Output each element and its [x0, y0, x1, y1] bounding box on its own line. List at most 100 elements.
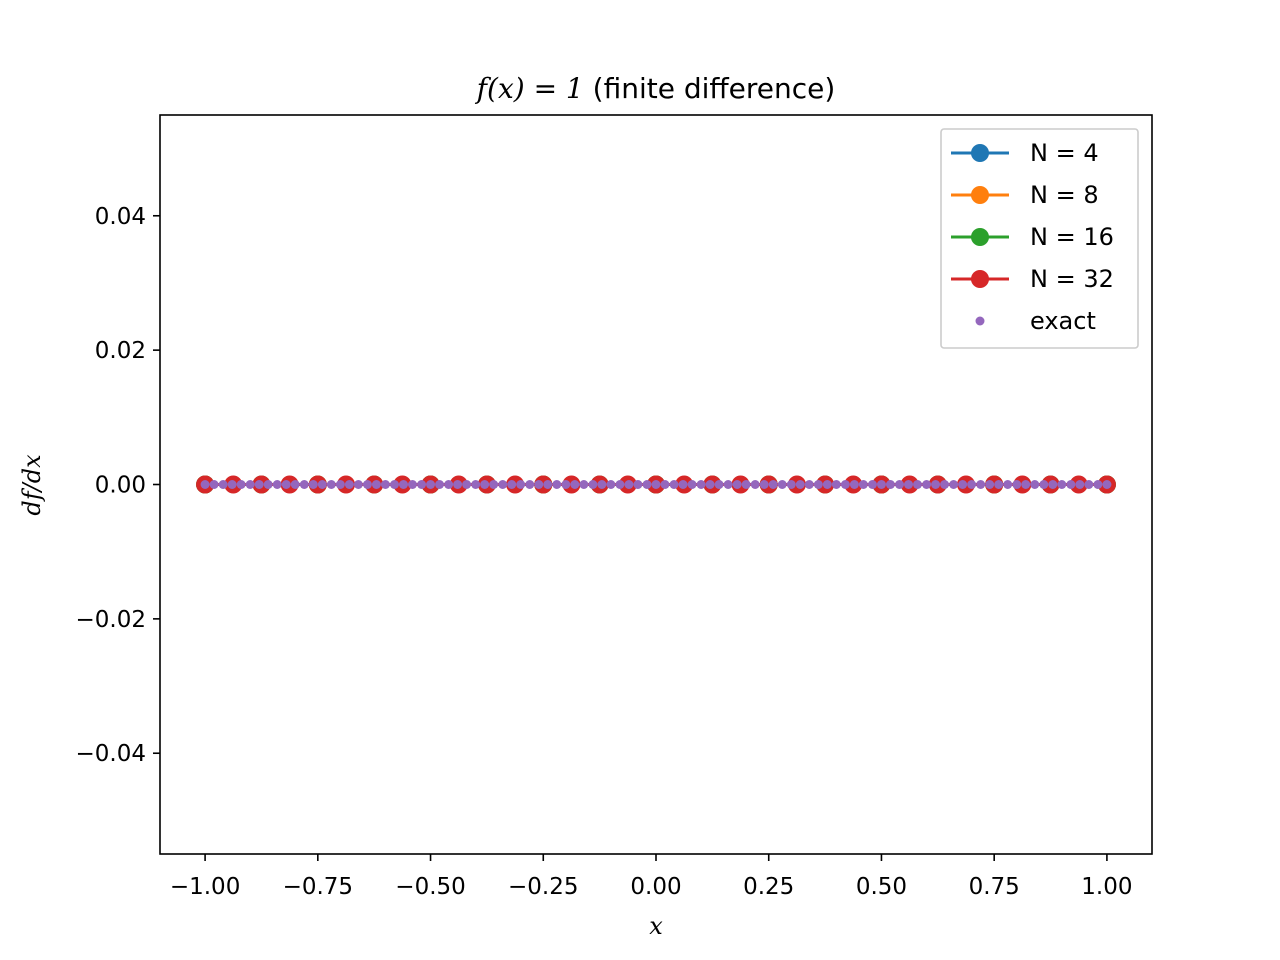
- data-point: [1021, 480, 1031, 489]
- x-tick-label: 0.25: [743, 874, 794, 900]
- data-point: [570, 480, 580, 489]
- data-point: [705, 480, 715, 489]
- x-tick-label: 1.00: [1081, 874, 1132, 900]
- legend-marker: [975, 316, 985, 326]
- legend-label: N = 4: [1030, 139, 1099, 167]
- data-point: [967, 480, 977, 489]
- legend-marker: [971, 144, 989, 162]
- data-point: [1039, 480, 1049, 489]
- data-point: [462, 480, 472, 489]
- data-point: [741, 480, 751, 489]
- data-point: [750, 480, 760, 489]
- data-point: [958, 480, 968, 489]
- legend: N = 4 N = 8 N = 16 N = 32 exact: [940, 128, 1139, 349]
- legend-item-n-4: N = 4: [951, 139, 1099, 167]
- data-point: [1093, 480, 1103, 489]
- data-point: [876, 480, 886, 489]
- data-point: [218, 480, 228, 489]
- data-point: [904, 480, 914, 489]
- data-point: [723, 480, 733, 489]
- data-point: [985, 475, 1004, 494]
- data-point: [254, 480, 264, 489]
- data-point: [290, 480, 300, 489]
- data-point: [561, 480, 571, 489]
- data-point: [308, 475, 327, 494]
- data-point: [543, 480, 553, 489]
- data-point: [417, 480, 427, 489]
- legend-item-exact: exact: [975, 307, 1096, 335]
- legend-label: exact: [1030, 307, 1096, 335]
- chart-title: f(x) = 1 (finite difference): [475, 72, 836, 105]
- data-point: [913, 480, 923, 489]
- data-point: [507, 480, 517, 489]
- data-point: [209, 480, 219, 489]
- data-point: [1012, 480, 1022, 489]
- data-point: [597, 480, 607, 489]
- data-point: [263, 480, 273, 489]
- y-axis-ticks: −0.04 −0.02 0.00 0.02 0.04: [76, 204, 160, 767]
- data-point: [480, 480, 490, 489]
- data-point: [308, 480, 318, 489]
- data-point: [606, 480, 616, 489]
- data-point: [985, 480, 995, 489]
- legend-box: [940, 128, 1139, 349]
- legend-label: N = 32: [1030, 265, 1114, 293]
- legend-marker: [971, 186, 989, 204]
- x-axis-label: x: [649, 912, 663, 940]
- data-point: [245, 480, 255, 489]
- legend-item-n-16: N = 16: [951, 223, 1114, 251]
- data-point: [498, 480, 508, 489]
- y-tick-label: 0.00: [95, 473, 146, 499]
- data-point: [371, 480, 381, 489]
- data-point: [588, 480, 598, 489]
- data-point: [353, 480, 363, 489]
- data-point: [534, 475, 553, 494]
- x-tick-label: −0.25: [508, 874, 578, 900]
- legend-marker: [971, 228, 989, 246]
- data-point: [822, 480, 832, 489]
- data-point: [471, 480, 481, 489]
- data-point: [669, 480, 679, 489]
- data-point: [813, 480, 823, 489]
- data-point: [362, 480, 372, 489]
- data-point: [534, 480, 544, 489]
- data-point: [696, 480, 706, 489]
- data-point: [777, 480, 787, 489]
- data-point: [344, 480, 354, 489]
- data-point: [1057, 480, 1067, 489]
- legend-item-n-8: N = 8: [951, 181, 1099, 209]
- x-tick-label: −0.50: [395, 874, 465, 900]
- data-point: [786, 480, 796, 489]
- data-point: [1003, 480, 1013, 489]
- data-point: [615, 480, 625, 489]
- data-point: [849, 480, 859, 489]
- x-tick-label: 0.75: [969, 874, 1020, 900]
- data-point: [885, 480, 895, 489]
- data-point: [633, 480, 643, 489]
- data-point: [435, 480, 445, 489]
- x-tick-label: −0.75: [283, 874, 353, 900]
- x-axis-ticks: −1.00 −0.75 −0.50 −0.25 0.00 0.25 0.50 0.75 1.00: [170, 854, 1133, 900]
- legend-item-n-32: N = 32: [951, 265, 1114, 293]
- data-point: [335, 480, 345, 489]
- data-point: [200, 480, 210, 489]
- data-point: [1084, 480, 1094, 489]
- data-point: [804, 480, 814, 489]
- data-point: [380, 480, 390, 489]
- data-point: [894, 480, 904, 489]
- data-point: [444, 480, 454, 489]
- data-point: [1066, 480, 1076, 489]
- data-point: [326, 480, 336, 489]
- series-layer: [196, 475, 1116, 494]
- data-point: [408, 480, 418, 489]
- data-point: [272, 480, 282, 489]
- data-point: [236, 480, 246, 489]
- data-point: [867, 480, 877, 489]
- data-point: [227, 480, 237, 489]
- data-point: [624, 480, 634, 489]
- legend-label: N = 8: [1030, 181, 1099, 209]
- data-point: [1030, 480, 1040, 489]
- data-point: [552, 480, 562, 489]
- data-point: [922, 480, 932, 489]
